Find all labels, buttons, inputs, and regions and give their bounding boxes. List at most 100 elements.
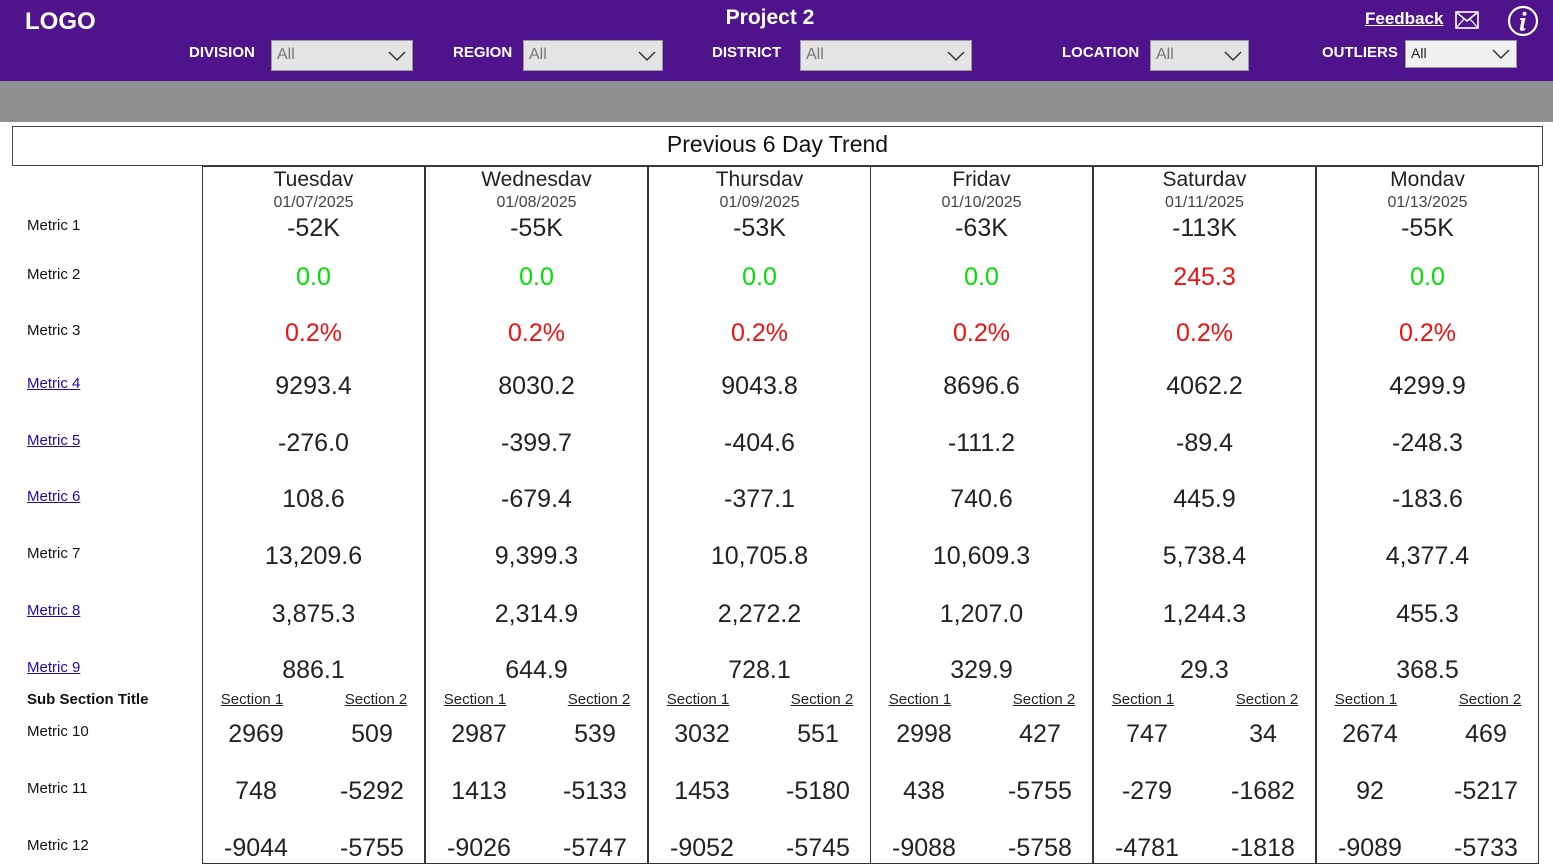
metric-12-section-2: -5733: [1454, 834, 1518, 862]
metric-10-section-2: 551: [797, 720, 839, 748]
location-select[interactable]: All: [1150, 40, 1249, 71]
metric-12-section-2: -5747: [563, 834, 627, 862]
metric-2-value: 0.0: [296, 263, 331, 291]
day-name: Mondav: [1390, 168, 1465, 191]
region-select[interactable]: All: [523, 40, 663, 71]
chevron-down-icon: [638, 51, 656, 62]
metric-12-section-1: -4781: [1115, 834, 1179, 862]
section-2-header[interactable]: Section 2: [567, 691, 631, 708]
metric-11-section-1: -279: [1121, 777, 1173, 805]
metric-7-value: 13,209.6: [264, 542, 363, 570]
metric-7-value: 10,609.3: [932, 542, 1031, 570]
section-1-header[interactable]: Section 1: [666, 691, 730, 708]
metric-11-section-2: -5292: [340, 777, 404, 805]
metric-1-value: -53K: [733, 214, 786, 242]
section-1-header[interactable]: Section 1: [1111, 691, 1175, 708]
metric-8-value: 455.3: [1396, 600, 1459, 628]
metric-11-section-2: -5755: [1008, 777, 1072, 805]
metric-10-section-1: 2998: [896, 720, 952, 748]
metric-link-6[interactable]: Metric 6: [27, 488, 81, 505]
info-icon[interactable]: [1507, 5, 1539, 37]
sub-section-title: Sub Section Title: [27, 691, 149, 708]
metric-3-value: 0.2%: [953, 319, 1010, 347]
metric-5-value: -276.0: [278, 429, 349, 457]
metric-label-2: Metric 2: [27, 266, 81, 283]
location-select-value: All: [1156, 46, 1174, 63]
metric-5-value: -399.7: [501, 429, 572, 457]
section-1-header[interactable]: Section 1: [220, 691, 284, 708]
metric-3-value: 0.2%: [1176, 319, 1233, 347]
metric-12-section-1: -9088: [892, 834, 956, 862]
metric-label-1: Metric 1: [27, 217, 81, 234]
day-date: 01/07/2025: [273, 194, 354, 211]
metric-7-value: 4,377.4: [1385, 542, 1470, 570]
day-date: 01/10/2025: [941, 194, 1022, 211]
metric-3-value: 0.2%: [508, 319, 565, 347]
metric-3-value: 0.2%: [731, 319, 788, 347]
metric-2-value: 0.0: [964, 263, 999, 291]
region-label: REGION: [453, 44, 513, 61]
section-1-header[interactable]: Section 1: [1334, 691, 1398, 708]
day-date: 01/11/2025: [1165, 194, 1244, 211]
chevron-down-icon: [388, 51, 406, 62]
division-select-value: All: [277, 46, 295, 63]
section-2-header[interactable]: Section 2: [1458, 691, 1522, 708]
day-column-tuesday: Tuesdav 01/07/2025 -52K 0.0 0.2% 9293.4 …: [202, 166, 425, 864]
metric-11-section-1: 92: [1356, 777, 1384, 805]
day-column-wednesday: Wednesdav 01/08/2025 -55K 0.0 0.2% 8030.…: [425, 166, 648, 864]
section-2-header[interactable]: Section 2: [790, 691, 854, 708]
metric-6-value: 740.6: [950, 485, 1013, 513]
metric-8-value: 1,244.3: [1162, 600, 1247, 628]
metric-1-value: -63K: [955, 214, 1008, 242]
day-column-thursday: Thursdav 01/09/2025 -53K 0.0 0.2% 9043.8…: [648, 166, 871, 864]
metric-12-section-2: -5758: [1008, 834, 1072, 862]
day-name: Saturdav: [1162, 168, 1247, 191]
metric-10-section-1: 3032: [674, 720, 730, 748]
metric-11-section-2: -5217: [1454, 777, 1518, 805]
metric-6-value: 108.6: [282, 485, 345, 513]
metric-3-value: 0.2%: [285, 319, 342, 347]
section-1-header[interactable]: Section 1: [888, 691, 952, 708]
metric-label-7: Metric 7: [27, 545, 81, 562]
metric-link-5[interactable]: Metric 5: [27, 432, 81, 449]
metric-12-section-1: -9052: [670, 834, 734, 862]
metric-9-value: 329.9: [950, 656, 1013, 684]
metric-link-8[interactable]: Metric 8: [27, 602, 81, 619]
metric-4-value: 8696.6: [943, 372, 1020, 400]
metric-label-10: Metric 10: [27, 723, 89, 740]
metric-7-value: 5,738.4: [1162, 542, 1247, 570]
metric-6-value: -183.6: [1392, 485, 1463, 513]
metric-12-section-1: -9044: [224, 834, 288, 862]
metric-8-value: 1,207.0: [939, 600, 1024, 628]
division-label: DIVISION: [189, 44, 255, 61]
section-2-header[interactable]: Section 2: [1235, 691, 1299, 708]
metric-10-section-1: 747: [1126, 720, 1168, 748]
metric-1-value: -55K: [1401, 214, 1454, 242]
day-name: Fridav: [952, 168, 1011, 191]
district-label: DISTRICT: [712, 44, 782, 61]
section-1-header[interactable]: Section 1: [443, 691, 507, 708]
metric-5-value: -89.4: [1176, 429, 1233, 457]
metric-2-value: 0.0: [519, 263, 554, 291]
metric-6-value: -377.1: [724, 485, 795, 513]
metric-10-section-2: 509: [351, 720, 393, 748]
feedback-link[interactable]: Feedback: [1365, 9, 1444, 28]
metric-label-11: Metric 11: [27, 780, 88, 797]
metric-11-section-2: -5180: [786, 777, 850, 805]
section-2-header[interactable]: Section 2: [344, 691, 408, 708]
metric-9-value: 29.3: [1180, 656, 1229, 684]
mail-icon[interactable]: [1455, 11, 1479, 29]
region-select-value: All: [529, 46, 547, 63]
metric-link-9[interactable]: Metric 9: [27, 659, 81, 676]
division-select[interactable]: All: [271, 40, 413, 71]
metric-10-section-2: 469: [1465, 720, 1507, 748]
section-2-header[interactable]: Section 2: [1012, 691, 1076, 708]
trend-title: Previous 6 Day Trend: [12, 126, 1543, 166]
metric-6-value: 445.9: [1173, 485, 1236, 513]
metric-12-section-1: -9026: [447, 834, 511, 862]
metric-11-section-1: 748: [235, 777, 277, 805]
outliers-select[interactable]: All: [1405, 40, 1517, 68]
metric-link-4[interactable]: Metric 4: [27, 375, 81, 392]
district-select[interactable]: All: [800, 40, 972, 71]
metric-8-value: 2,314.9: [494, 600, 579, 628]
